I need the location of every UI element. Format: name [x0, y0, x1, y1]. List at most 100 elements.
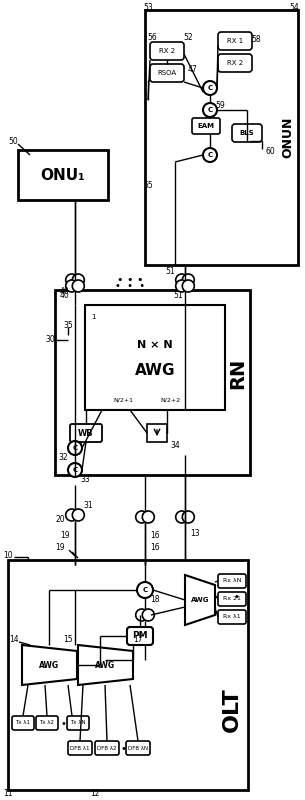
- Polygon shape: [22, 645, 77, 685]
- Text: AWG: AWG: [191, 597, 209, 603]
- Text: 12: 12: [90, 790, 100, 798]
- Circle shape: [203, 103, 217, 117]
- Text: 32: 32: [58, 453, 68, 462]
- Text: 54: 54: [289, 2, 299, 11]
- Circle shape: [176, 274, 188, 286]
- Text: Tx λ2: Tx λ2: [40, 721, 55, 726]
- Text: C: C: [207, 152, 213, 158]
- Polygon shape: [185, 575, 215, 625]
- Text: 40: 40: [60, 287, 70, 297]
- FancyBboxPatch shape: [127, 627, 153, 645]
- Text: 16: 16: [150, 530, 160, 539]
- Text: Tx λ1: Tx λ1: [16, 721, 30, 726]
- Bar: [85, 305, 225, 410]
- Circle shape: [203, 81, 217, 95]
- FancyBboxPatch shape: [12, 716, 34, 730]
- Text: 34: 34: [170, 441, 180, 450]
- Bar: [18, 150, 108, 200]
- Text: 14: 14: [9, 635, 19, 645]
- Text: 47: 47: [187, 66, 197, 74]
- Text: C: C: [142, 587, 148, 593]
- Text: EAM: EAM: [198, 123, 214, 129]
- FancyBboxPatch shape: [150, 64, 184, 82]
- Text: ONU₁: ONU₁: [41, 167, 85, 182]
- Text: RN: RN: [228, 358, 247, 389]
- Circle shape: [66, 509, 78, 521]
- Text: 15: 15: [63, 635, 73, 645]
- Text: ONUN: ONUN: [282, 117, 295, 158]
- Text: 40: 40: [60, 290, 70, 299]
- Text: Tx λN: Tx λN: [70, 721, 86, 726]
- Text: 53: 53: [143, 2, 153, 11]
- Text: 31: 31: [83, 501, 93, 510]
- Text: 11: 11: [3, 790, 13, 798]
- Text: 18: 18: [150, 595, 160, 605]
- Text: BLS: BLS: [240, 130, 254, 136]
- Text: 10: 10: [3, 551, 13, 561]
- Text: N × N: N × N: [137, 340, 173, 350]
- Text: C: C: [73, 467, 77, 473]
- Bar: [55, 290, 250, 475]
- Text: Rx 21: Rx 21: [223, 597, 241, 602]
- Text: 19: 19: [60, 530, 70, 539]
- Text: 59: 59: [215, 101, 225, 110]
- Text: C: C: [73, 445, 77, 451]
- Circle shape: [136, 511, 148, 523]
- Text: 55: 55: [143, 181, 153, 190]
- Circle shape: [203, 148, 217, 162]
- Text: RSOA: RSOA: [157, 70, 177, 76]
- Text: 50: 50: [8, 138, 18, 146]
- Text: 60: 60: [265, 147, 275, 157]
- Circle shape: [176, 511, 188, 523]
- Text: 16: 16: [150, 542, 160, 551]
- Text: RX 2: RX 2: [227, 60, 243, 66]
- FancyBboxPatch shape: [192, 118, 220, 134]
- Text: C: C: [207, 107, 213, 113]
- Circle shape: [182, 274, 194, 286]
- Text: WB: WB: [78, 429, 94, 438]
- FancyBboxPatch shape: [150, 42, 184, 60]
- Text: DFB λ1: DFB λ1: [70, 746, 90, 750]
- Circle shape: [68, 441, 82, 455]
- Text: • • •: • • •: [117, 275, 143, 285]
- Text: PM: PM: [132, 631, 148, 641]
- Text: N/2+2: N/2+2: [160, 398, 180, 402]
- Text: AWG: AWG: [39, 661, 59, 670]
- Text: 58: 58: [251, 35, 261, 45]
- Circle shape: [137, 582, 153, 598]
- Text: AWG: AWG: [135, 362, 175, 378]
- Text: Rx λN: Rx λN: [223, 578, 241, 583]
- Circle shape: [72, 509, 84, 521]
- Text: •  •  •: • • •: [115, 281, 145, 291]
- Circle shape: [182, 511, 194, 523]
- FancyBboxPatch shape: [232, 124, 262, 142]
- Circle shape: [136, 609, 148, 621]
- Circle shape: [182, 280, 194, 292]
- Text: 13: 13: [190, 529, 200, 538]
- Text: •: •: [233, 592, 239, 602]
- FancyBboxPatch shape: [70, 424, 102, 442]
- Circle shape: [72, 274, 84, 286]
- Text: RX 2: RX 2: [159, 48, 175, 54]
- Text: 30: 30: [45, 335, 55, 345]
- Circle shape: [66, 274, 78, 286]
- Text: 17: 17: [133, 635, 143, 645]
- Text: DFB λN: DFB λN: [128, 746, 148, 750]
- FancyBboxPatch shape: [218, 32, 252, 50]
- Bar: [145, 10, 298, 265]
- Text: 20: 20: [55, 515, 65, 525]
- Circle shape: [68, 463, 82, 477]
- Text: 1: 1: [91, 314, 95, 320]
- Circle shape: [142, 511, 154, 523]
- Circle shape: [142, 609, 154, 621]
- Text: 33: 33: [80, 474, 90, 483]
- Text: AWG: AWG: [95, 661, 115, 670]
- Text: 52: 52: [183, 34, 193, 42]
- Text: 19: 19: [55, 542, 65, 551]
- FancyBboxPatch shape: [218, 54, 252, 72]
- Circle shape: [72, 280, 84, 292]
- FancyBboxPatch shape: [218, 592, 246, 606]
- Text: Rx λ1: Rx λ1: [223, 614, 241, 619]
- Text: •: •: [120, 744, 126, 754]
- FancyBboxPatch shape: [68, 741, 92, 755]
